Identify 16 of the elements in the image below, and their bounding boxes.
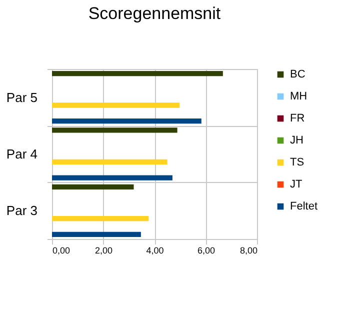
x-tick-label: 0,00 bbox=[52, 246, 70, 256]
legend-label: MH bbox=[290, 90, 308, 102]
legend-label: Feltet bbox=[290, 200, 318, 212]
legend-label: BC bbox=[290, 68, 306, 80]
x-tick-label: 6,00 bbox=[197, 246, 216, 256]
legend-label: JT bbox=[290, 178, 302, 190]
chart-title: Scoregennemsnit bbox=[88, 4, 221, 23]
y-tick-label: Par 4 bbox=[6, 146, 38, 162]
y-tick-label: Par 3 bbox=[6, 203, 38, 218]
x-tick-label: 8,00 bbox=[240, 246, 258, 256]
x-tick-label: 2,00 bbox=[94, 246, 113, 256]
x-tick-label: 4,00 bbox=[146, 246, 164, 256]
y-tick-label: Par 5 bbox=[6, 90, 38, 105]
legend-label: JH bbox=[290, 134, 304, 146]
legend-label: TS bbox=[290, 156, 304, 168]
legend-label: FR bbox=[290, 112, 305, 124]
